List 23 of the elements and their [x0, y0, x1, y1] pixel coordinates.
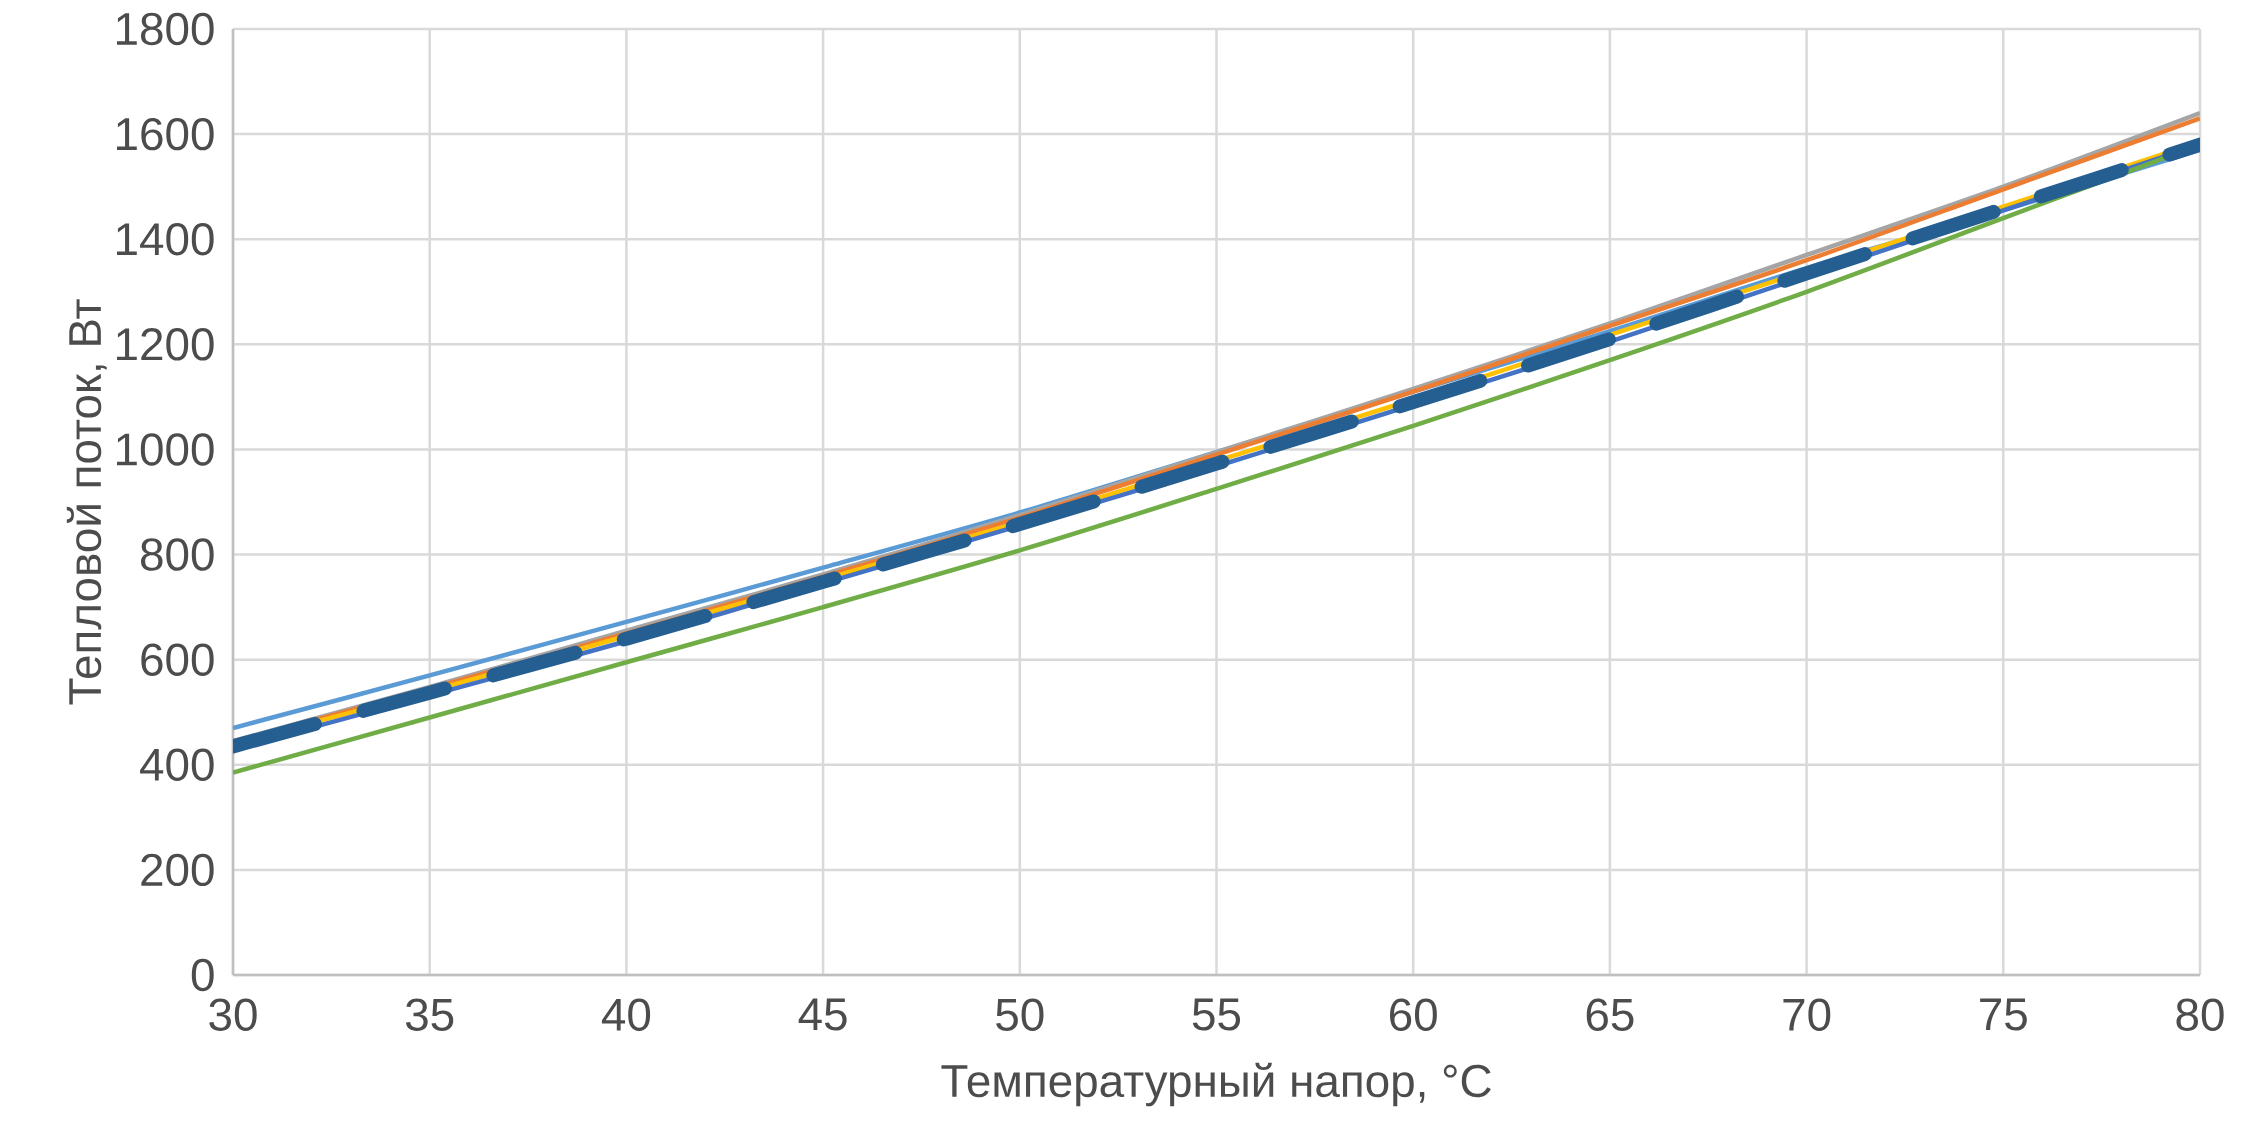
y-tick-label: 1800 [117, 12, 214, 46]
y-tick-label: 200 [141, 853, 214, 887]
x-tick-label: 60 [1390, 998, 1437, 1031]
x-tick-label: 35 [405, 998, 454, 1031]
y-tick-label: 800 [141, 538, 214, 571]
x-tick-label: 80 [2176, 998, 2224, 1031]
x-tick-label: 30 [209, 998, 257, 1031]
y-tick-label: 1400 [117, 222, 214, 256]
y-tick-label: 1600 [117, 117, 214, 151]
x-tick-label: 50 [996, 998, 1044, 1031]
x-tick-label: 45 [798, 998, 847, 1031]
x-tick-label: 55 [1192, 998, 1241, 1031]
x-tick-label: 75 [1980, 998, 2027, 1031]
y-tick-label: 600 [141, 643, 214, 676]
y-axis-title: Тепловой поток, Вт [66, 299, 107, 705]
x-tick-label: 70 [1783, 998, 1831, 1031]
y-tick-label: 0 [191, 958, 214, 992]
y-tick-label: 400 [140, 748, 214, 781]
y-tick-label: 1200 [117, 328, 214, 361]
y-tick-label: 1000 [117, 433, 214, 466]
x-tick-label: 65 [1586, 998, 1634, 1031]
x-tick-label: 40 [601, 998, 651, 1031]
x-axis-title: Температурный напор, °C [941, 1062, 1491, 1107]
